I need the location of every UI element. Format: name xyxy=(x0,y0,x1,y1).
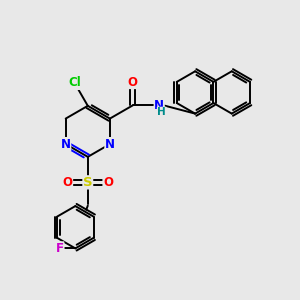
Text: H: H xyxy=(157,107,166,117)
Text: O: O xyxy=(103,176,113,189)
Text: F: F xyxy=(56,242,64,255)
Text: N: N xyxy=(154,99,164,112)
Text: S: S xyxy=(83,176,93,189)
Text: N: N xyxy=(61,138,71,151)
Text: O: O xyxy=(128,76,138,88)
Text: N: N xyxy=(105,138,115,151)
Text: O: O xyxy=(63,176,73,189)
Text: Cl: Cl xyxy=(68,76,81,89)
